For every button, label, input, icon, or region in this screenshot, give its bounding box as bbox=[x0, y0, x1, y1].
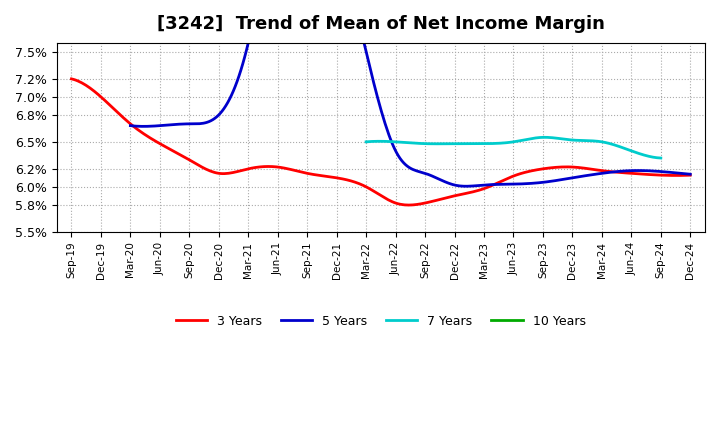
Line: 7 Years: 7 Years bbox=[366, 137, 661, 158]
7 Years bbox=[543, 135, 552, 140]
7 Years bbox=[611, 143, 620, 148]
5 Years bbox=[462, 183, 470, 189]
5 Years bbox=[128, 123, 137, 128]
7 Years bbox=[536, 135, 545, 140]
5 Years bbox=[463, 183, 472, 189]
5 Years bbox=[637, 168, 646, 173]
7 Years bbox=[657, 155, 665, 161]
3 Years bbox=[630, 171, 639, 176]
3 Years bbox=[67, 76, 76, 81]
7 Years bbox=[363, 139, 372, 144]
Legend: 3 Years, 5 Years, 7 Years, 10 Years: 3 Years, 5 Years, 7 Years, 10 Years bbox=[171, 310, 590, 333]
7 Years bbox=[540, 135, 549, 140]
5 Years bbox=[126, 123, 135, 128]
7 Years bbox=[362, 139, 371, 144]
Line: 3 Years: 3 Years bbox=[71, 79, 690, 205]
7 Years bbox=[630, 149, 639, 154]
5 Years bbox=[602, 170, 611, 176]
3 Years bbox=[436, 197, 444, 202]
3 Years bbox=[590, 167, 599, 172]
3 Years bbox=[405, 202, 413, 208]
Line: 5 Years: 5 Years bbox=[130, 0, 690, 186]
5 Years bbox=[686, 172, 695, 177]
3 Years bbox=[438, 196, 446, 202]
3 Years bbox=[686, 172, 695, 178]
5 Years bbox=[472, 183, 481, 188]
3 Years bbox=[448, 194, 456, 199]
Title: [3242]  Trend of Mean of Net Income Margin: [3242] Trend of Mean of Net Income Margi… bbox=[157, 15, 605, 33]
3 Years bbox=[69, 77, 78, 82]
5 Years bbox=[459, 183, 468, 189]
7 Years bbox=[537, 135, 546, 140]
